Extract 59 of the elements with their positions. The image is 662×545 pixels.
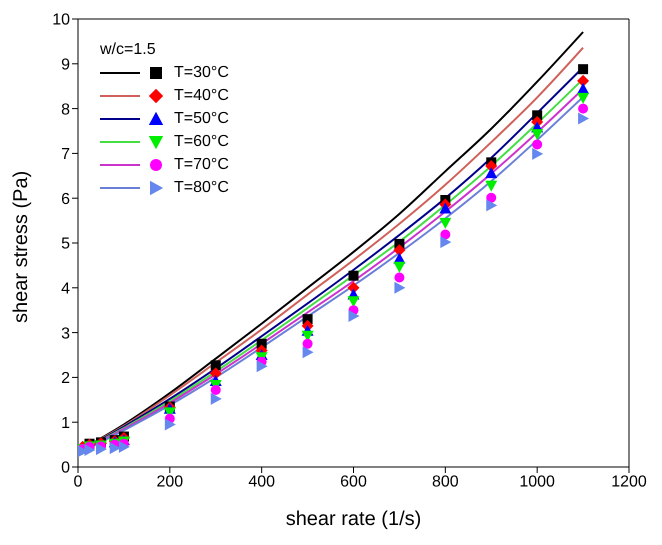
point: [348, 270, 358, 281]
legend-title: w/c=1.5: [99, 40, 157, 60]
legend-label: T=40°C: [174, 86, 229, 106]
x-tick-label: 1000: [519, 473, 556, 490]
point: [210, 384, 221, 395]
point: [531, 129, 544, 140]
x-tick-label: 200: [156, 473, 184, 490]
point: [96, 443, 107, 456]
point: [486, 192, 496, 203]
point: [578, 112, 590, 124]
point: [578, 64, 588, 74]
legend-label: T=60°C: [174, 132, 229, 152]
x-tick-label: 0: [74, 473, 83, 490]
point: [302, 338, 313, 349]
point: [210, 360, 221, 370]
point: [439, 218, 452, 229]
point: [485, 180, 498, 192]
y-tick-label: 2: [61, 370, 70, 388]
point: [532, 139, 542, 150]
legend-label: T=70°C: [174, 155, 229, 175]
y-tick-label: 0: [61, 460, 70, 477]
x-tick-label: 400: [248, 473, 276, 490]
y-tick-label: 8: [61, 101, 70, 118]
x-tick-label: 800: [432, 473, 459, 490]
point: [439, 202, 452, 214]
point: [348, 310, 360, 322]
y-tick-label: 1: [61, 414, 70, 432]
y-tick-label: 5: [61, 236, 70, 253]
y-axis-title: shear stress (Pa): [10, 170, 32, 323]
x-tick-label: 600: [340, 473, 367, 490]
point: [485, 167, 498, 178]
y-tick-label: 9: [61, 56, 70, 74]
x-tick-label: 1200: [611, 473, 647, 490]
point: [577, 74, 590, 87]
point: [440, 236, 452, 248]
point: [393, 244, 406, 256]
y-tick-label: 4: [61, 280, 70, 298]
point: [256, 360, 268, 372]
point: [118, 440, 130, 453]
point: [84, 444, 96, 456]
x-axis-title: shear rate (1/s): [286, 508, 422, 530]
y-tick-label: 6: [61, 190, 70, 208]
y-tick-label: 3: [61, 325, 70, 342]
y-tick-label: 10: [52, 12, 70, 29]
legend-label: T=50°C: [174, 109, 229, 129]
point: [577, 92, 590, 104]
y-tick-label: 7: [61, 146, 70, 164]
point: [393, 262, 406, 273]
point: [302, 346, 314, 358]
point: [578, 104, 588, 114]
legend-label: T=80°C: [174, 178, 229, 198]
point: [394, 272, 404, 282]
point: [164, 418, 176, 430]
point: [486, 199, 498, 212]
point: [210, 392, 222, 405]
point: [532, 148, 544, 160]
point: [394, 282, 406, 294]
legend-label: T=30°C: [174, 63, 229, 83]
point: [440, 230, 450, 240]
